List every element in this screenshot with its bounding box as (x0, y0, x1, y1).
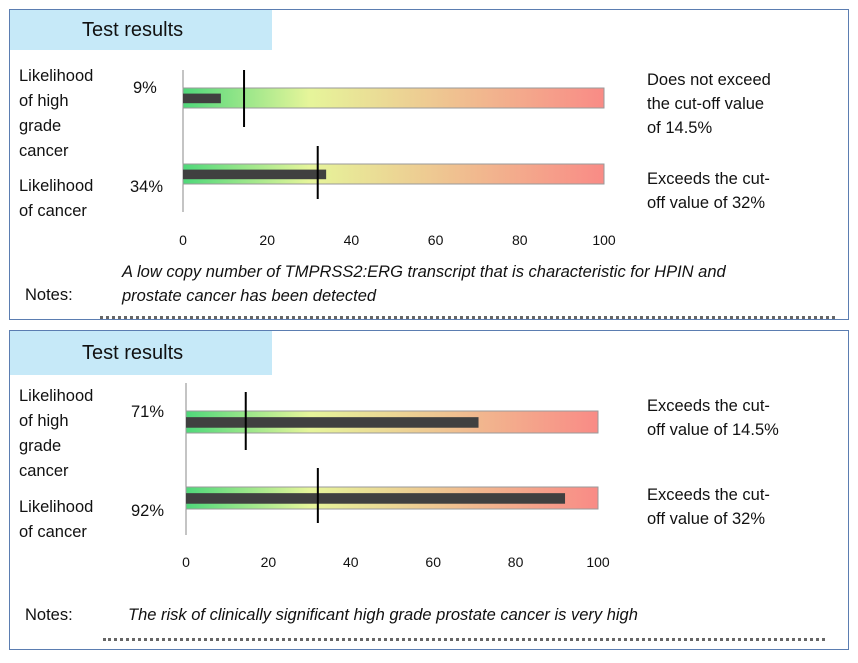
x-tick-label: 20 (261, 554, 277, 570)
x-tick-label: 80 (512, 232, 528, 248)
notes-text-line: The risk of clinically significant high … (128, 606, 638, 624)
row-note-line: Exceeds the cut- (647, 170, 770, 188)
notes-text-line: prostate cancer has been detected (122, 287, 377, 305)
notes-label: Notes: (25, 286, 73, 304)
row-label-line: Likelihood (19, 387, 94, 405)
row-label-line: grade (19, 437, 62, 455)
value-label: 34% (130, 178, 164, 196)
x-tick-label: 60 (428, 232, 444, 248)
row-label-line: cancer (19, 462, 69, 480)
row-label-line: of high (19, 412, 69, 430)
x-tick-label: 100 (592, 232, 616, 248)
row-label-line: of cancer (19, 523, 87, 541)
value-bar (186, 417, 479, 428)
value-label: 71% (131, 403, 165, 421)
row-label-line: Likelihood (19, 67, 94, 85)
row-note-line: of 14.5% (647, 119, 713, 137)
row-label-line: Likelihood (19, 498, 94, 516)
row-note: Exceeds the cut- off value of 32% (647, 483, 827, 531)
row-label-line: Likelihood (19, 177, 94, 195)
x-tick-label: 0 (179, 232, 187, 248)
row-note-line: off value of 32% (647, 510, 766, 528)
value-bar (186, 493, 566, 504)
range-bar (182, 87, 605, 109)
row-label-line: cancer (19, 142, 69, 160)
panel-title: Test results (10, 331, 272, 375)
notes-text: The risk of clinically significant high … (128, 603, 828, 627)
x-tick-label: 40 (344, 232, 360, 248)
x-tick-label: 40 (343, 554, 359, 570)
row-note-line: off value of 14.5% (647, 421, 779, 439)
value-label: 9% (133, 79, 157, 97)
x-tick-label: 20 (259, 232, 275, 248)
row-label-line: of high (19, 92, 69, 110)
panel-title: Test results (10, 10, 272, 50)
row-note: Exceeds the cut- off value of 32% (647, 167, 827, 215)
row-note-line: Exceeds the cut- (647, 486, 770, 504)
test-results-panel-1: Test results Likelihood of high grade ca… (9, 9, 849, 320)
row-note: Exceeds the cut- off value of 14.5% (647, 394, 827, 442)
dotted-divider (103, 638, 825, 641)
row-label-high-grade: Likelihood of high grade cancer (19, 384, 119, 484)
notes-text-line: A low copy number of TMPRSS2:ERG transcr… (122, 263, 726, 281)
x-tick-label: 100 (586, 554, 610, 570)
notes-text: A low copy number of TMPRSS2:ERG transcr… (122, 260, 822, 308)
value-bar (183, 93, 221, 104)
row-label-line: grade (19, 117, 62, 135)
row-label-cancer: Likelihood of cancer (19, 174, 119, 224)
dotted-divider (100, 316, 835, 319)
x-tick-label: 80 (508, 554, 524, 570)
value-label: 92% (131, 502, 165, 520)
row-label-line: of cancer (19, 202, 87, 220)
row-label-high-grade: Likelihood of high grade cancer (19, 64, 119, 164)
notes-label: Notes: (25, 606, 73, 624)
row-note-line: off value of 32% (647, 194, 766, 212)
row-label-cancer: Likelihood of cancer (19, 495, 119, 545)
row-note: Does not exceed the cut-off value of 14.… (647, 68, 827, 140)
row-note-line: Does not exceed (647, 71, 771, 89)
x-tick-label: 0 (182, 554, 190, 570)
row-note-line: Exceeds the cut- (647, 397, 770, 415)
row-note-line: the cut-off value (647, 95, 765, 113)
x-tick-label: 60 (425, 554, 441, 570)
value-bar (183, 169, 327, 180)
